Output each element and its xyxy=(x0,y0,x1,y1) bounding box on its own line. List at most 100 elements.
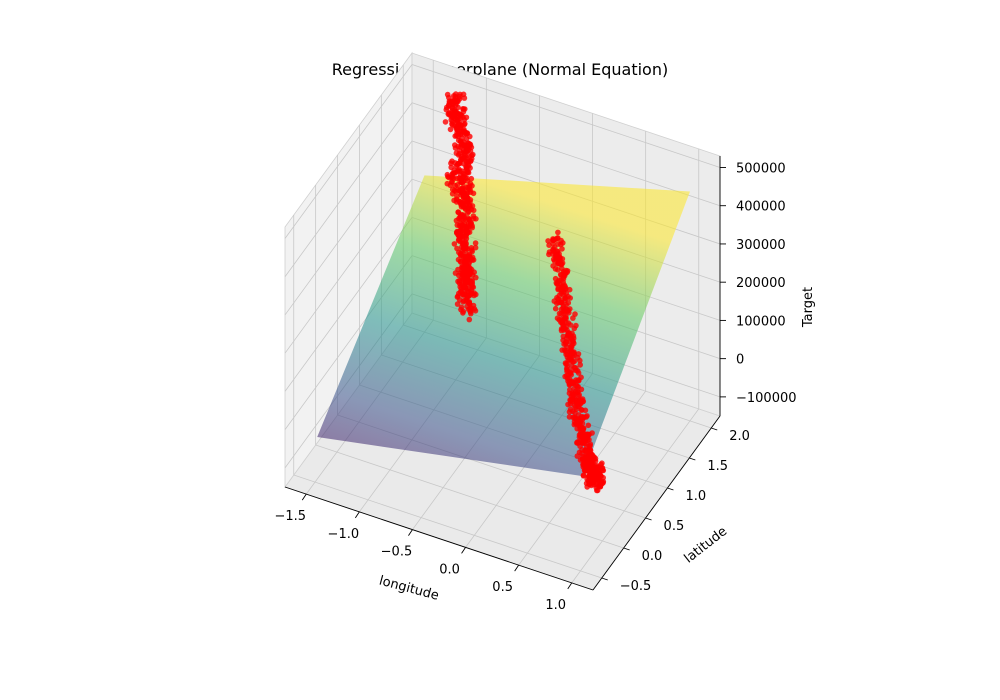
z-tick-label: 100000 xyxy=(736,314,786,329)
tick-labels: −1.5−1.0−0.50.00.51.0−0.50.00.51.01.52.0… xyxy=(274,161,796,612)
scatter-point xyxy=(555,285,561,292)
scatter-point xyxy=(466,216,472,223)
scatter-point xyxy=(555,235,561,241)
scatter-point xyxy=(556,299,562,306)
scatter-point xyxy=(458,156,465,163)
scatter-point xyxy=(577,418,583,425)
scatter-point xyxy=(463,254,470,260)
grid-line-y xyxy=(293,215,602,579)
scatter-point xyxy=(466,183,473,189)
scatter-point xyxy=(460,308,467,315)
scatter-point xyxy=(566,286,573,293)
scatter-point xyxy=(567,401,574,407)
scatter-point xyxy=(448,160,454,166)
scatter-point xyxy=(581,430,587,437)
scatter-point xyxy=(464,303,470,310)
scatter-point xyxy=(450,170,456,177)
scatter-point xyxy=(455,209,462,216)
scatter-point xyxy=(460,276,466,283)
scatter-point xyxy=(563,301,569,308)
scatter-point xyxy=(545,238,551,244)
scatter-point xyxy=(448,164,455,171)
scatter-point xyxy=(454,110,461,116)
scatter-point xyxy=(466,223,473,230)
scatter-point xyxy=(571,394,577,401)
scatter-point xyxy=(558,311,564,317)
scatter-point xyxy=(463,154,470,160)
scatter-point xyxy=(454,161,461,168)
scatter-point xyxy=(442,119,449,125)
regression-plane xyxy=(317,175,690,477)
scatter-point xyxy=(592,458,599,464)
scatter-point xyxy=(555,229,561,236)
x-tick-label: 1.0 xyxy=(545,598,566,613)
y-tick-label: 0.5 xyxy=(664,519,685,534)
scatter-point xyxy=(454,114,461,121)
scatter-point xyxy=(463,130,469,137)
scatter-point xyxy=(460,160,467,167)
scatter-point xyxy=(458,204,465,210)
scatter-point xyxy=(455,186,461,193)
grid-line-y xyxy=(315,185,624,549)
y-tick-label: −0.5 xyxy=(620,579,652,594)
scatter-point xyxy=(559,260,566,266)
y-tick xyxy=(601,577,608,581)
scatter-point xyxy=(447,126,454,133)
scatter-point xyxy=(567,406,574,413)
y-axis-label: latitude xyxy=(682,524,731,567)
scatter-point xyxy=(576,392,582,398)
scatter-point xyxy=(572,410,578,416)
scatter-point xyxy=(468,290,475,297)
scatter-point xyxy=(446,102,452,108)
scatter-point xyxy=(563,366,570,372)
scatter-point xyxy=(460,178,467,184)
scatter-point xyxy=(454,182,461,188)
scatter-point xyxy=(465,208,472,215)
scatter-point xyxy=(560,279,566,286)
scatter-point xyxy=(463,227,469,234)
scatter-point xyxy=(563,267,569,274)
x-tick xyxy=(408,529,413,536)
scatter-point xyxy=(453,132,460,139)
y-axis-line xyxy=(592,415,721,591)
scatter-point xyxy=(546,251,552,258)
scatter-point xyxy=(599,467,606,473)
scatter-point xyxy=(590,454,597,460)
scatter-point xyxy=(470,207,477,214)
scatter-point xyxy=(456,297,463,303)
scatter-point xyxy=(576,399,583,405)
scatter-point xyxy=(565,331,572,338)
scatter-point xyxy=(559,246,565,252)
scatter-point xyxy=(454,245,460,252)
axis-lines xyxy=(284,156,721,591)
scatter-point xyxy=(567,295,573,301)
scatter-point xyxy=(468,156,475,162)
y-tick-label: 2.0 xyxy=(729,429,750,444)
scatter-point xyxy=(459,270,466,276)
scatter-point xyxy=(573,382,580,389)
z-tick-label: 500000 xyxy=(736,161,786,176)
scatter-point xyxy=(567,322,574,328)
x-tick xyxy=(567,582,573,590)
scatter-point xyxy=(550,237,556,244)
scatter-point xyxy=(562,283,568,290)
scatter-point xyxy=(554,248,560,254)
scatter-point xyxy=(451,241,458,247)
scatter-point xyxy=(457,91,463,98)
scatter-point xyxy=(557,271,564,278)
scatter-point xyxy=(454,193,460,200)
scatter-point xyxy=(546,242,552,248)
scatter-point xyxy=(572,311,578,317)
scatter-point xyxy=(458,223,464,230)
scatter-point xyxy=(582,440,589,446)
grid-line-z xyxy=(284,102,721,277)
scatter-point xyxy=(572,415,578,422)
scatter-point xyxy=(596,483,602,489)
scatter-point xyxy=(579,413,585,420)
y-tick-label: 1.5 xyxy=(707,459,728,474)
z-tick-label: 300000 xyxy=(736,238,786,253)
scatter-point xyxy=(552,305,559,312)
y-tick-label: 0.0 xyxy=(642,549,663,564)
scatter-point xyxy=(563,339,569,346)
